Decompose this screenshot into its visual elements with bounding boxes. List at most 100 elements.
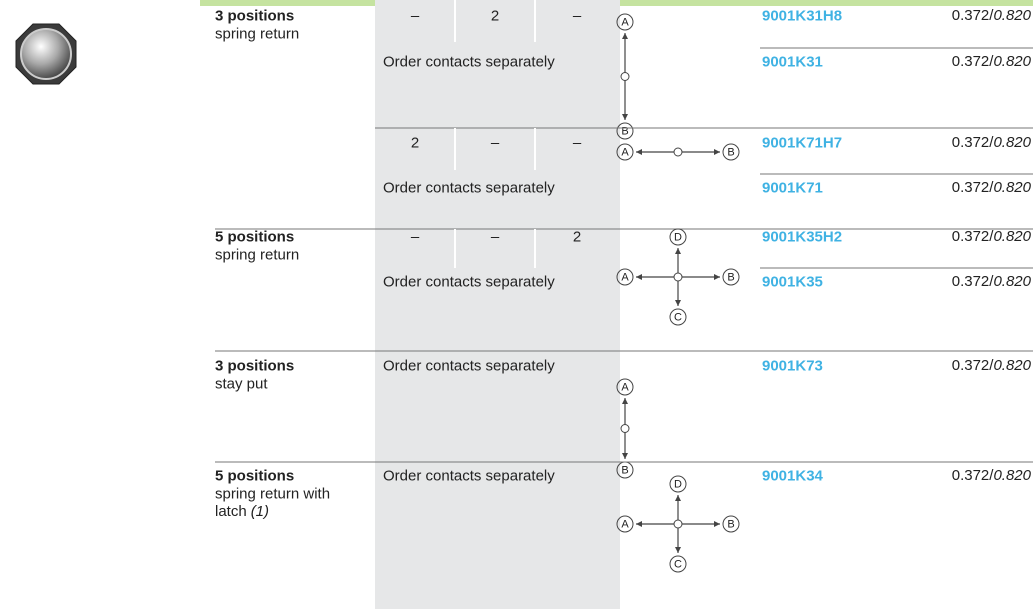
arrow-head <box>636 149 642 155</box>
order-note: Order contacts separately <box>383 273 555 290</box>
contact-count: – <box>411 7 420 24</box>
contact-count: – <box>491 228 500 245</box>
arrow-head <box>675 495 681 501</box>
position-letter: C <box>674 311 682 323</box>
weight-lb: 0.820 <box>993 357 1031 374</box>
row-subtitle: stay put <box>215 375 268 392</box>
weight-lb: 0.820 <box>993 467 1031 484</box>
position-letter: A <box>621 146 629 158</box>
position-circle <box>616 378 634 396</box>
row-title: 5 positions <box>215 228 294 245</box>
weight: 0.372/0.820 <box>952 53 1032 70</box>
position-letter: A <box>621 381 629 393</box>
position-circle <box>669 308 687 326</box>
position-letter: B <box>621 125 628 137</box>
arrow-head <box>675 248 681 254</box>
weight-lb: 0.820 <box>993 134 1031 151</box>
arrow-head <box>622 114 628 120</box>
arrow-head <box>622 33 628 39</box>
weight-kg: 0.372/ <box>952 7 995 24</box>
subtitle-text: latch <box>215 503 247 520</box>
position-circle <box>616 143 634 161</box>
weight-lb: 0.820 <box>993 179 1031 196</box>
reference: 9001K35 <box>762 273 823 290</box>
position-circle <box>616 515 634 533</box>
hub <box>673 147 683 157</box>
position-letter: D <box>674 478 682 490</box>
position-circle <box>669 555 687 573</box>
row-title: 5 positions <box>215 467 294 484</box>
order-note: Order contacts separately <box>383 467 555 484</box>
position-circle <box>722 143 740 161</box>
arrow-head <box>636 521 642 527</box>
weight-kg: 0.372/ <box>952 53 995 70</box>
weight-lb: 0.820 <box>993 53 1031 70</box>
knob-image <box>15 23 77 85</box>
contact-count: – <box>573 134 582 151</box>
weight-lb: 0.820 <box>993 228 1031 245</box>
reference: 9001K71 <box>762 179 823 196</box>
weight-lb: 0.820 <box>993 273 1031 290</box>
row-subtitle: spring return <box>215 25 299 42</box>
weight: 0.372/0.820 <box>952 467 1032 484</box>
position-circle <box>669 475 687 493</box>
subtitle-note: (1) <box>251 503 269 520</box>
weight-kg: 0.372/ <box>952 467 995 484</box>
weight-kg: 0.372/ <box>952 273 995 290</box>
position-letter: B <box>621 464 628 476</box>
position-letter: B <box>727 271 734 283</box>
row-title: 3 positions <box>215 357 294 374</box>
position-letter: A <box>621 16 629 28</box>
reference: 9001K31 <box>762 53 823 70</box>
reference: 9001K73 <box>762 357 823 374</box>
reference: 9001K34 <box>762 467 824 484</box>
hub <box>620 72 630 81</box>
position-letter: B <box>727 518 734 530</box>
weight: 0.372/0.820 <box>952 134 1032 151</box>
arrow-head <box>714 521 720 527</box>
arrow-head <box>636 274 642 280</box>
position-letter: A <box>621 518 629 530</box>
contact-count: – <box>573 7 582 24</box>
row-subtitle: spring return <box>215 246 299 263</box>
order-note: Order contacts separately <box>383 53 555 70</box>
hub <box>673 272 683 282</box>
weight-kg: 0.372/ <box>952 228 995 245</box>
contact-count: 2 <box>491 7 499 24</box>
row-subtitle: spring return with <box>215 485 330 502</box>
weight: 0.372/0.820 <box>952 228 1032 245</box>
hub <box>620 424 630 433</box>
arrow-head <box>714 149 720 155</box>
reference: 9001K31H8 <box>762 7 842 24</box>
position-circle <box>722 515 740 533</box>
hub <box>673 519 683 529</box>
row-subtitle: latch (1) <box>215 503 269 520</box>
weight-kg: 0.372/ <box>952 357 995 374</box>
weight-kg: 0.372/ <box>952 179 995 196</box>
order-note: Order contacts separately <box>383 179 555 196</box>
position-letter: B <box>727 146 734 158</box>
contact-count: – <box>491 134 500 151</box>
position-circle <box>616 268 634 286</box>
position-letter: D <box>674 231 682 243</box>
weight-lb: 0.820 <box>993 7 1031 24</box>
reference: 9001K71H7 <box>762 134 842 151</box>
position-letter: C <box>674 558 682 570</box>
arrow-head <box>622 398 628 404</box>
contacts-column <box>375 0 620 609</box>
arrow-head <box>622 453 628 459</box>
weight: 0.372/0.820 <box>952 273 1032 290</box>
weight: 0.372/0.820 <box>952 179 1032 196</box>
contact-count: – <box>411 228 420 245</box>
position-circle <box>616 122 634 140</box>
weight-kg: 0.372/ <box>952 134 995 151</box>
reference: 9001K35H2 <box>762 228 842 245</box>
position-circle <box>669 228 687 246</box>
arrow-head <box>675 547 681 553</box>
position-circle <box>722 268 740 286</box>
position-circle <box>616 13 634 31</box>
contact-count: 2 <box>573 228 581 245</box>
contact-count: 2 <box>411 134 419 151</box>
